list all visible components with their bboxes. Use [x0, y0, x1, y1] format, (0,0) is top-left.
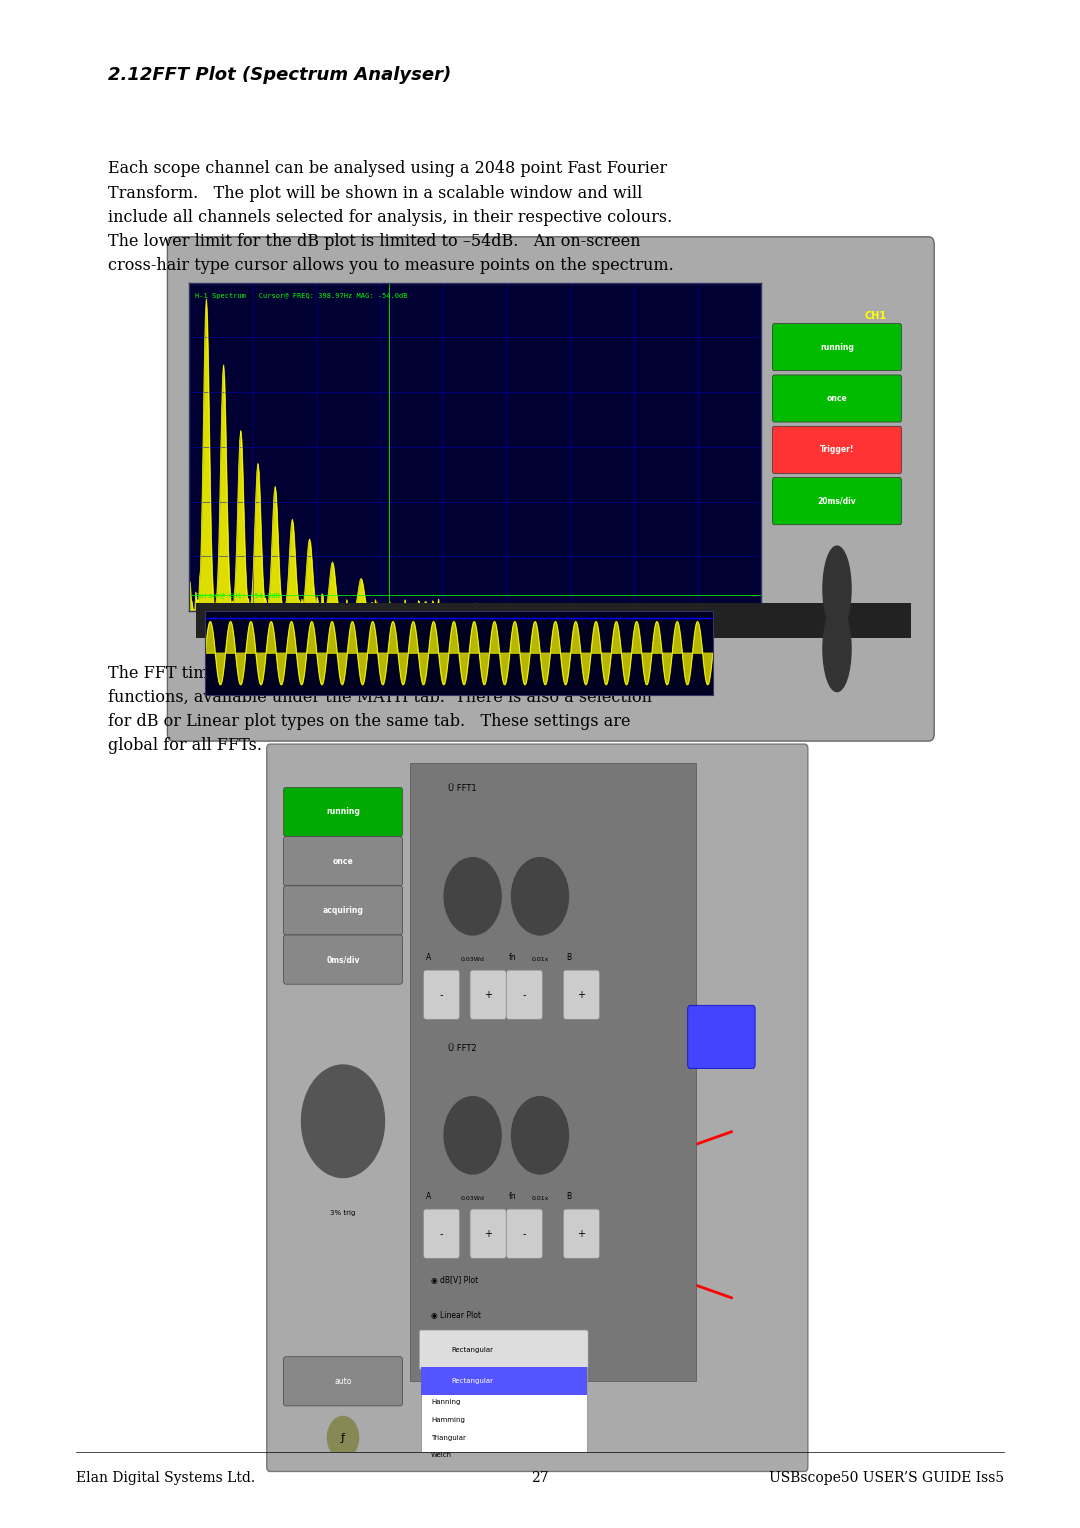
Text: Each scope channel can be analysed using a 2048 point Fast Fourier
Transform.   : Each scope channel can be analysed using… — [108, 160, 674, 274]
Text: 0.01x: 0.01x — [531, 957, 549, 963]
Text: ƒ: ƒ — [341, 1433, 345, 1442]
Text: MATH: MATH — [708, 1033, 734, 1042]
Text: ◉ Linear Plot: ◉ Linear Plot — [431, 1311, 481, 1320]
FancyBboxPatch shape — [283, 787, 403, 837]
FancyBboxPatch shape — [772, 324, 902, 371]
FancyBboxPatch shape — [267, 744, 808, 1471]
Text: -: - — [440, 1229, 443, 1239]
FancyBboxPatch shape — [283, 837, 403, 886]
FancyBboxPatch shape — [167, 237, 934, 741]
Text: fn: fn — [509, 1192, 516, 1201]
FancyBboxPatch shape — [772, 478, 902, 524]
Circle shape — [444, 1097, 501, 1174]
Text: +: + — [578, 1229, 585, 1239]
Text: acquiring: acquiring — [323, 906, 364, 915]
Text: running: running — [326, 807, 360, 816]
Circle shape — [512, 857, 568, 935]
Text: USBscope50: USBscope50 — [510, 614, 597, 626]
FancyBboxPatch shape — [423, 970, 460, 1019]
Bar — [410, 762, 696, 1381]
FancyBboxPatch shape — [470, 970, 507, 1019]
Circle shape — [512, 1097, 568, 1174]
FancyBboxPatch shape — [423, 1209, 460, 1259]
Text: Cursor@ CH1: -54.0dB: Cursor@ CH1: -54.0dB — [194, 591, 280, 597]
FancyBboxPatch shape — [772, 374, 902, 422]
Text: running: running — [820, 342, 854, 351]
Text: Hamming: Hamming — [431, 1416, 465, 1423]
Text: 0ms/div: 0ms/div — [326, 955, 360, 964]
Text: -: - — [523, 990, 526, 999]
Text: Hanning: Hanning — [431, 1400, 460, 1406]
Text: 0.03Wd: 0.03Wd — [461, 1196, 485, 1201]
Text: A: A — [426, 1192, 431, 1201]
Text: fn: fn — [509, 952, 516, 961]
Text: Rectangular: Rectangular — [451, 1346, 494, 1352]
Text: 0.01x: 0.01x — [531, 1196, 549, 1201]
Text: Ü FFT2: Ü FFT2 — [448, 1044, 476, 1053]
Text: -: - — [523, 1229, 526, 1239]
Text: auto: auto — [335, 1377, 352, 1386]
Text: +: + — [578, 990, 585, 999]
Text: Trigger!: Trigger! — [820, 445, 854, 454]
FancyBboxPatch shape — [772, 426, 902, 474]
Text: +: + — [484, 990, 492, 999]
Circle shape — [327, 1416, 359, 1459]
Text: 20ms/div: 20ms/div — [818, 497, 856, 506]
Text: Rectangular: Rectangular — [451, 1378, 494, 1384]
Text: H-1 Spectrum   Cursor@ FREQ: 398.97Hz MAG: -54.0dB: H-1 Spectrum Cursor@ FREQ: 398.97Hz MAG:… — [194, 292, 407, 298]
Text: 0.03Wd: 0.03Wd — [461, 957, 485, 963]
Text: Ü FFT1: Ü FFT1 — [448, 784, 476, 793]
Bar — [421, 1368, 586, 1395]
Text: CH1: CH1 — [864, 310, 887, 321]
FancyBboxPatch shape — [564, 970, 599, 1019]
Text: +: + — [484, 1229, 492, 1239]
FancyBboxPatch shape — [507, 1209, 542, 1259]
Text: -: - — [440, 990, 443, 999]
Text: 3% trig: 3% trig — [330, 1210, 355, 1216]
Text: 27: 27 — [531, 1471, 549, 1485]
Text: B: B — [566, 1192, 571, 1201]
FancyBboxPatch shape — [507, 970, 542, 1019]
Circle shape — [301, 1065, 384, 1178]
FancyBboxPatch shape — [283, 886, 403, 935]
Bar — [197, 604, 910, 639]
Text: 2.12FFT Plot (Spectrum Analyser): 2.12FFT Plot (Spectrum Analyser) — [108, 66, 451, 84]
FancyBboxPatch shape — [688, 1005, 755, 1068]
Text: B: B — [566, 952, 571, 961]
FancyBboxPatch shape — [419, 1329, 589, 1369]
Text: Triangular: Triangular — [431, 1435, 465, 1441]
Circle shape — [823, 545, 851, 631]
FancyBboxPatch shape — [470, 1209, 507, 1259]
Text: A: A — [426, 952, 431, 961]
Bar — [421, 1368, 586, 1465]
Text: The FFT time data can be “pre-shaped” using various window
functions, available : The FFT time data can be “pre-shaped” us… — [108, 665, 652, 755]
Circle shape — [823, 607, 851, 692]
Text: once: once — [826, 394, 848, 403]
Text: ◉ dB[V] Plot: ◉ dB[V] Plot — [431, 1276, 478, 1285]
Text: USBscope50 USER’S GUIDE Iss5: USBscope50 USER’S GUIDE Iss5 — [769, 1471, 1004, 1485]
FancyBboxPatch shape — [564, 1209, 599, 1259]
Text: once: once — [333, 857, 353, 866]
FancyBboxPatch shape — [283, 1357, 403, 1406]
Text: Welch: Welch — [431, 1452, 453, 1458]
Text: Elan Digital Systems Ltd.: Elan Digital Systems Ltd. — [76, 1471, 255, 1485]
Circle shape — [444, 857, 501, 935]
FancyBboxPatch shape — [283, 935, 403, 984]
